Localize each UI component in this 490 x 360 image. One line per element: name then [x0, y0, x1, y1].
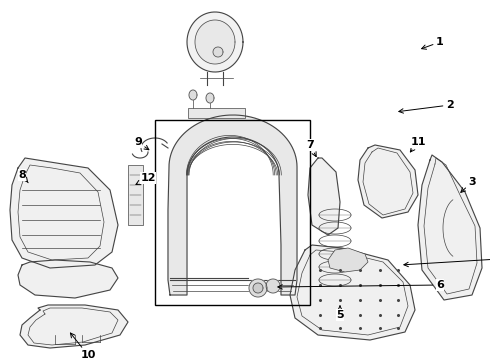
Text: 6: 6	[278, 280, 444, 290]
Polygon shape	[168, 115, 297, 295]
Text: 11: 11	[410, 137, 426, 152]
Polygon shape	[18, 260, 118, 298]
Text: 1: 1	[421, 37, 444, 49]
Text: 10: 10	[71, 333, 96, 360]
Text: 9: 9	[134, 137, 149, 150]
Polygon shape	[128, 165, 143, 225]
Polygon shape	[308, 158, 340, 235]
Polygon shape	[206, 93, 214, 103]
Polygon shape	[290, 245, 415, 340]
Polygon shape	[249, 279, 267, 297]
Polygon shape	[266, 279, 280, 293]
Text: 7: 7	[306, 140, 316, 157]
Polygon shape	[188, 108, 245, 118]
Polygon shape	[189, 90, 197, 100]
Polygon shape	[187, 12, 243, 72]
Polygon shape	[253, 283, 263, 293]
Text: 12: 12	[136, 173, 156, 184]
Polygon shape	[20, 305, 128, 348]
Text: 2: 2	[399, 100, 454, 113]
Polygon shape	[358, 145, 418, 218]
Polygon shape	[10, 158, 118, 268]
Text: 5: 5	[336, 306, 344, 320]
Polygon shape	[418, 155, 482, 300]
Text: 8: 8	[18, 170, 28, 183]
Polygon shape	[195, 20, 235, 64]
Bar	[155, 120, 310, 305]
Text: 3: 3	[461, 177, 476, 192]
Polygon shape	[328, 248, 368, 272]
Text: 4: 4	[404, 250, 490, 267]
Polygon shape	[213, 47, 223, 57]
